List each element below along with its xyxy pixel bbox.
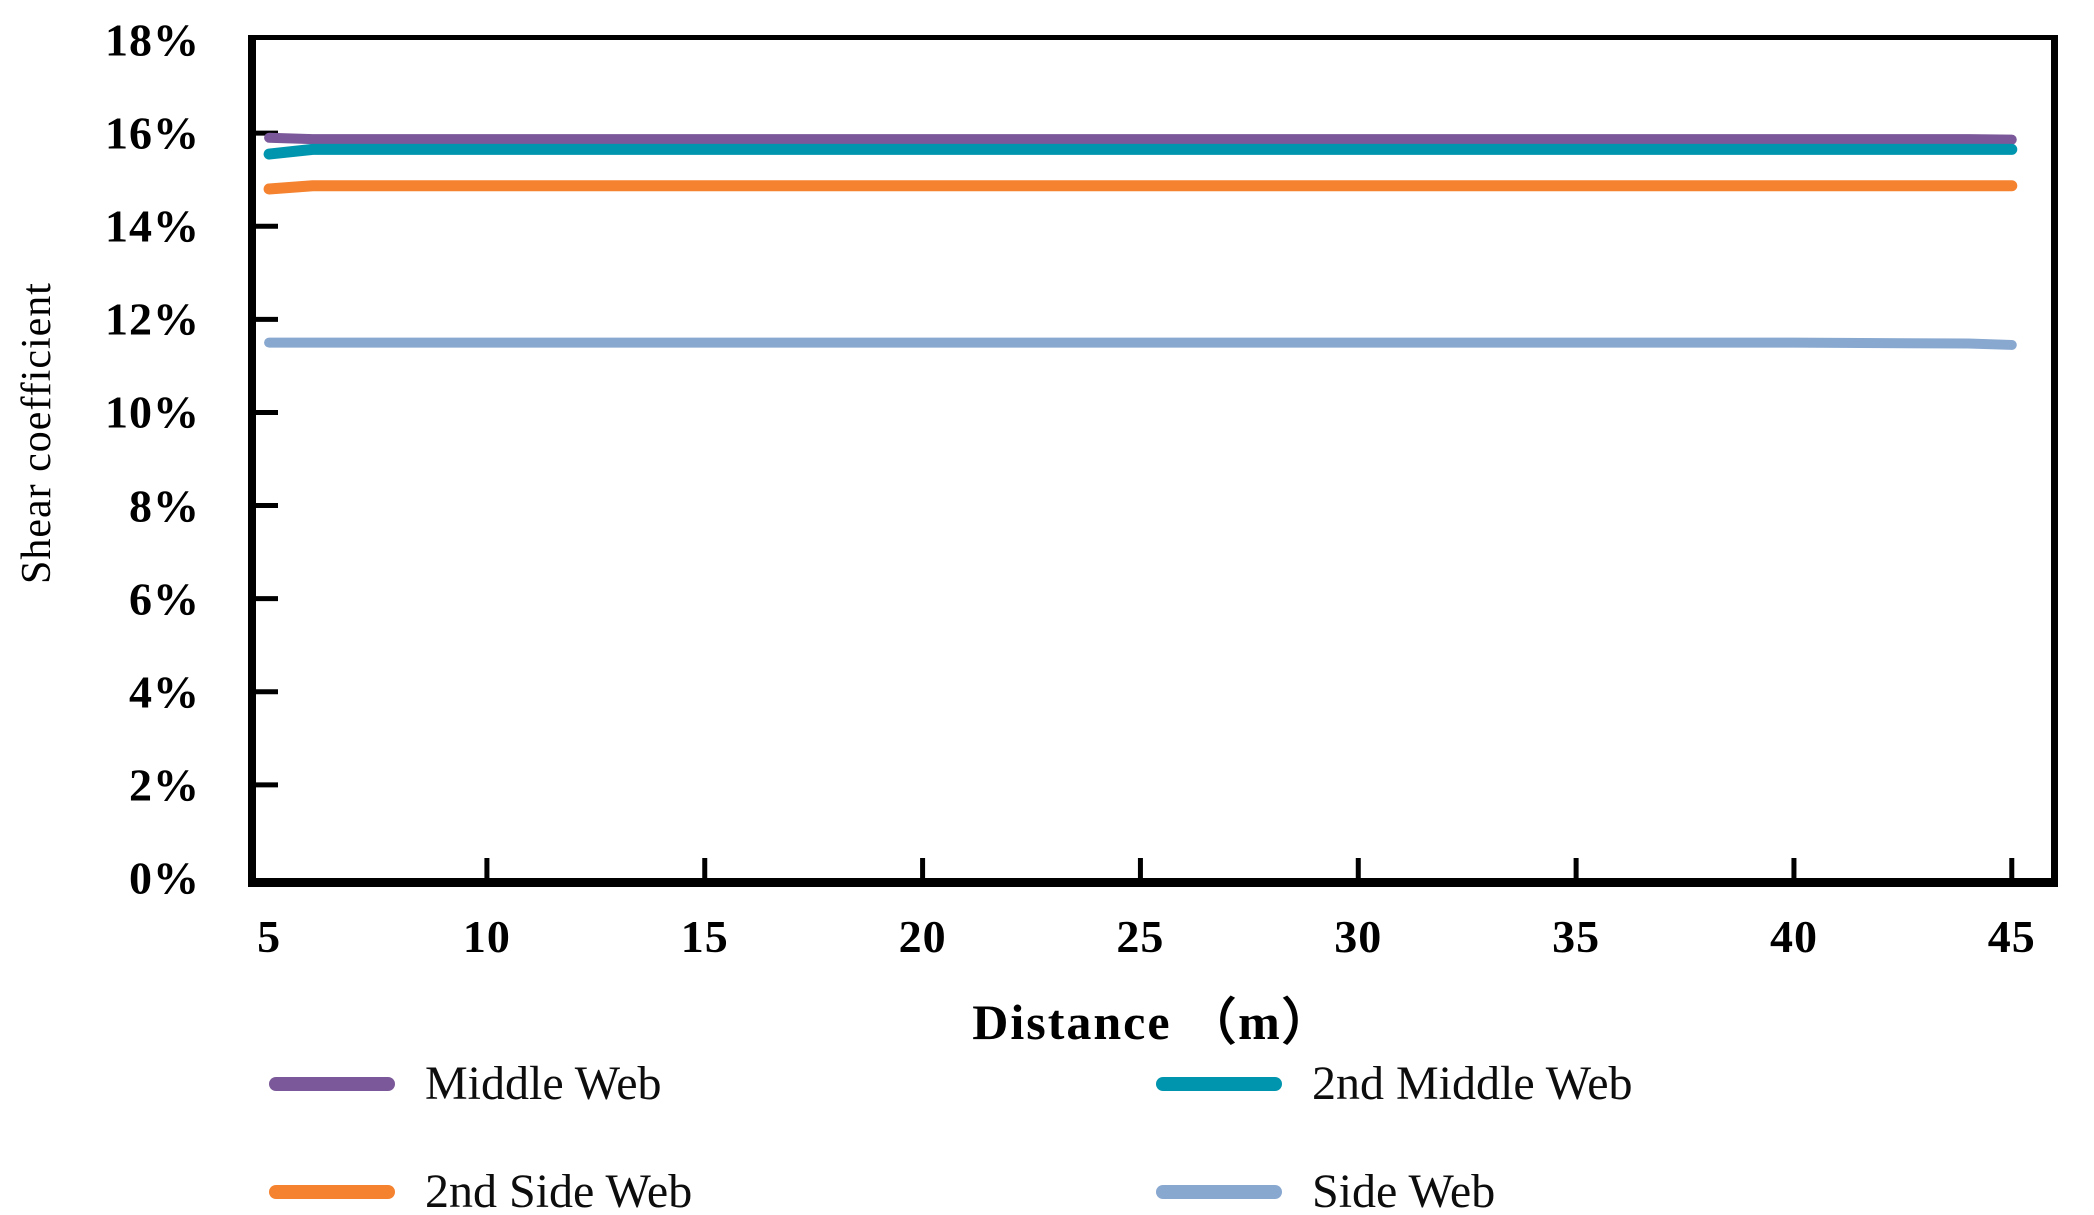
line-2nd-middle-web	[263, 143, 2018, 160]
y-tick-label: 4%	[129, 666, 200, 718]
legend-swatch-2nd-middle-web	[1156, 1077, 1282, 1091]
legend-label: Side Web	[1312, 1165, 1496, 1215]
x-axis-title: Distance （m）	[972, 994, 1334, 1050]
y-tick-label: 0%	[129, 852, 200, 904]
legend-label: 2nd Side Web	[425, 1165, 693, 1215]
legend-item-2nd-middle-web: 2nd Middle Web	[1156, 1053, 1633, 1115]
x-tick-label: 45	[1987, 911, 2036, 962]
x-tick-label: 35	[1552, 911, 1601, 962]
y-tick-label: 16%	[105, 107, 200, 159]
x-tick-label: 25	[1116, 911, 1165, 962]
x-tick-label: 15	[680, 911, 729, 962]
legend-item-middle-web: Middle Web	[269, 1053, 1156, 1115]
x-tick-label: 30	[1334, 911, 1383, 962]
plot-lines-canvas	[256, 130, 2018, 878]
x-tick-label: 5	[257, 911, 282, 962]
legend-item-2nd-side-web: 2nd Side Web	[269, 1161, 1156, 1215]
x-axis-tick-labels: 5 10 15 20 25 30 35 40 45	[0, 910, 2094, 970]
y-tick-label: 8%	[129, 480, 200, 532]
y-tick-label: 18%	[105, 14, 200, 66]
y-tick-label: 14%	[105, 200, 200, 252]
y-tick-label: 6%	[129, 573, 200, 625]
plot-area	[248, 35, 2058, 887]
legend-swatch-2nd-side-web	[269, 1185, 395, 1199]
legend-swatch-side-web	[1156, 1185, 1282, 1199]
y-axis-tick-labels: 0% 2% 4% 6% 8% 10% 12% 14% 16% 18%	[0, 0, 206, 1215]
legend-label: Middle Web	[425, 1057, 662, 1110]
line-middle-web	[264, 132, 2017, 145]
y-tick-label: 12%	[105, 293, 200, 345]
line-2nd-side-web	[263, 180, 2018, 195]
legend-swatch-middle-web	[269, 1077, 395, 1091]
legend: Middle Web 2nd Middle Web 2nd Side Web Side…	[269, 1053, 1633, 1215]
x-tick-label: 10	[462, 911, 511, 962]
y-tick-label: 2%	[129, 759, 200, 811]
x-tick-label: 20	[898, 911, 947, 962]
legend-label: 2nd Middle Web	[1312, 1057, 1633, 1110]
y-tick-label: 10%	[105, 386, 200, 438]
line-side-web	[264, 337, 2017, 350]
x-tick-label: 40	[1769, 911, 1818, 962]
legend-item-side-web: Side Web	[1156, 1161, 1633, 1215]
